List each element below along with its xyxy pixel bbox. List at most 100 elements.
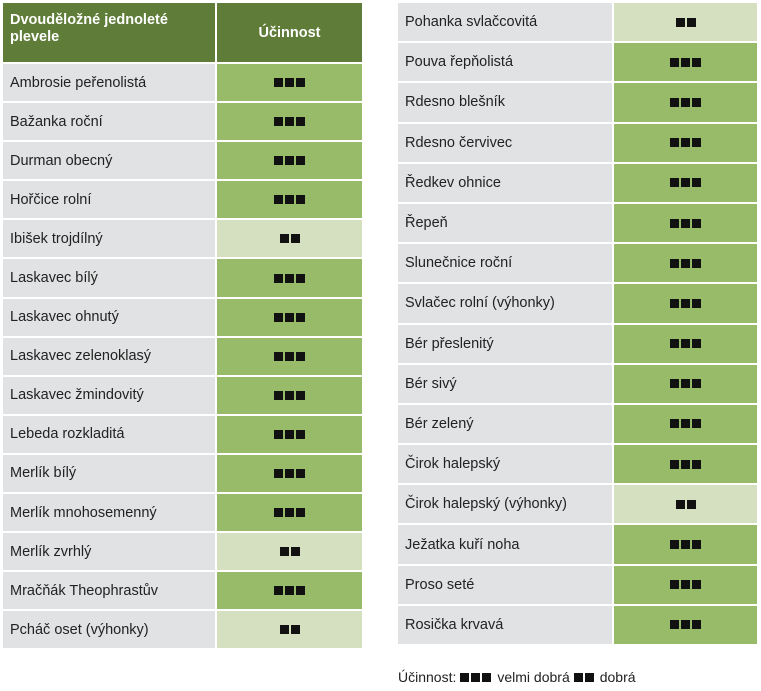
table-row: Merlík zvrhlý (3, 533, 362, 573)
table-row: Pohanka svlačcovitá (398, 3, 757, 44)
table-row: Svlačec rolní (výhonky) (398, 284, 757, 325)
legend-square-icon (460, 672, 470, 682)
table-row: Lebeda rozkladitá (3, 415, 362, 455)
table-row: Merlík bílý (3, 454, 362, 495)
effectiveness-rating (614, 445, 757, 484)
rating-square-icon (681, 339, 690, 349)
rating-square-icon (670, 138, 679, 148)
effectiveness-rating (217, 533, 362, 571)
rating-square-icon (274, 468, 283, 478)
rating-square-icon (274, 429, 283, 439)
effectiveness-rating (217, 259, 362, 297)
rating-square-icon (274, 508, 283, 518)
rating-square-icon (692, 218, 701, 228)
rating-square-icon (692, 419, 701, 429)
weed-name: Čirok halepský (výhonky) (398, 485, 614, 524)
rating-square-icon (681, 178, 690, 188)
rating-square-icon (274, 312, 283, 322)
weed-name: Ředkev ohnice (398, 163, 614, 202)
weed-name: Řepeň (398, 203, 614, 243)
effectiveness-rating (614, 203, 757, 243)
rating-square-icon (681, 97, 690, 107)
rating-square-icon (274, 586, 283, 596)
legend: Účinnost: velmi dobrá dobrá (398, 669, 636, 685)
table-row: Rosička krvavá (398, 605, 757, 646)
table-row: Ibišek trojdílný (3, 220, 362, 260)
weed-name: Bér přeslenitý (398, 324, 614, 363)
rating-square-icon (285, 195, 294, 205)
effectiveness-rating (217, 572, 362, 610)
table-row: Durman obecný (3, 142, 362, 182)
table-row: Čirok halepský (výhonky) (398, 485, 757, 526)
rating-square-icon (296, 78, 305, 88)
table-row: Ježatka kuří noha (398, 525, 757, 566)
rating-square-icon (285, 468, 294, 478)
effectiveness-rating (217, 220, 362, 258)
effectiveness-rating (614, 565, 757, 604)
rating-square-icon (285, 508, 294, 518)
legend-very-good: velmi dobrá (497, 669, 570, 685)
right-rows: Pohanka svlačcovitá Pouva řepňolistá Rdesn… (398, 3, 757, 646)
rating-square-icon (285, 117, 294, 127)
effectiveness-rating (614, 525, 757, 564)
rating-square-icon (296, 156, 305, 166)
rating-square-icon (681, 540, 690, 550)
legend-square-icon (482, 672, 492, 682)
effectiveness-rating (217, 454, 362, 493)
table-row: Bér sivý (398, 364, 757, 405)
weed-name: Laskavec bílý (3, 259, 217, 297)
weed-name: Rdesno červivec (398, 123, 614, 162)
effectiveness-rating (217, 611, 362, 649)
weed-name: Pohanka svlačcovitá (398, 3, 614, 42)
rating-square-icon (686, 499, 696, 509)
rating-square-icon (290, 625, 300, 635)
table-row: Bažanka roční (3, 103, 362, 143)
rating-square-icon (285, 586, 294, 596)
weed-name: Bér zelený (398, 404, 614, 444)
weed-name: Čirok halepský (398, 445, 614, 484)
rating-square-icon (285, 312, 294, 322)
rating-square-icon (681, 379, 690, 389)
rating-square-icon (670, 419, 679, 429)
rating-square-icon (692, 620, 701, 630)
weed-name: Merlík zvrhlý (3, 533, 217, 571)
weed-name: Laskavec žmindovitý (3, 376, 217, 414)
weed-name: Rdesno blešník (398, 83, 614, 122)
weed-name: Pouva řepňolistá (398, 43, 614, 82)
right-table: Pohanka svlačcovitá Pouva řepňolistá Rdesn… (398, 3, 757, 646)
rating-square-icon (285, 156, 294, 166)
left-table: Dvouděložné jednoleté plevele Účinnost A… (3, 3, 362, 651)
table-row: Ředkev ohnice (398, 163, 757, 204)
rating-square-icon (296, 390, 305, 400)
weed-name: Ibišek trojdílný (3, 220, 217, 258)
weed-name: Mračňák Theophrastův (3, 572, 217, 610)
rating-square-icon (274, 156, 283, 166)
header-weed-group: Dvouděložné jednoleté plevele (3, 3, 217, 62)
table-row: Řepeň (398, 203, 757, 245)
rating-square-icon (296, 195, 305, 205)
rating-square-icon (274, 195, 283, 205)
table-row: Laskavec ohnutý (3, 298, 362, 338)
weed-name: Ježatka kuří noha (398, 525, 614, 564)
rating-square-icon (670, 379, 679, 389)
rating-square-icon (670, 298, 679, 308)
rating-square-icon (675, 17, 685, 27)
table-row: Laskavec bílý (3, 259, 362, 299)
weed-name: Ambrosie peřenolistá (3, 64, 217, 102)
legend-prefix: Účinnost: (398, 669, 457, 685)
rating-square-icon (692, 97, 701, 107)
table-row: Laskavec zelenoklasý (3, 337, 362, 377)
weed-name: Laskavec zelenoklasý (3, 337, 217, 375)
rating-square-icon (279, 547, 289, 557)
rating-square-icon (670, 218, 679, 228)
rating-square-icon (296, 117, 305, 127)
rating-square-icon (681, 419, 690, 429)
table-row: Rdesno červivec (398, 123, 757, 164)
rating-square-icon (296, 351, 305, 361)
weed-name: Hořčice rolní (3, 181, 217, 219)
rating-square-icon (692, 459, 701, 469)
rating-square-icon (274, 117, 283, 127)
table-row: Slunečnice roční (398, 244, 757, 285)
effectiveness-rating (614, 3, 757, 42)
rating-square-icon (686, 17, 696, 27)
